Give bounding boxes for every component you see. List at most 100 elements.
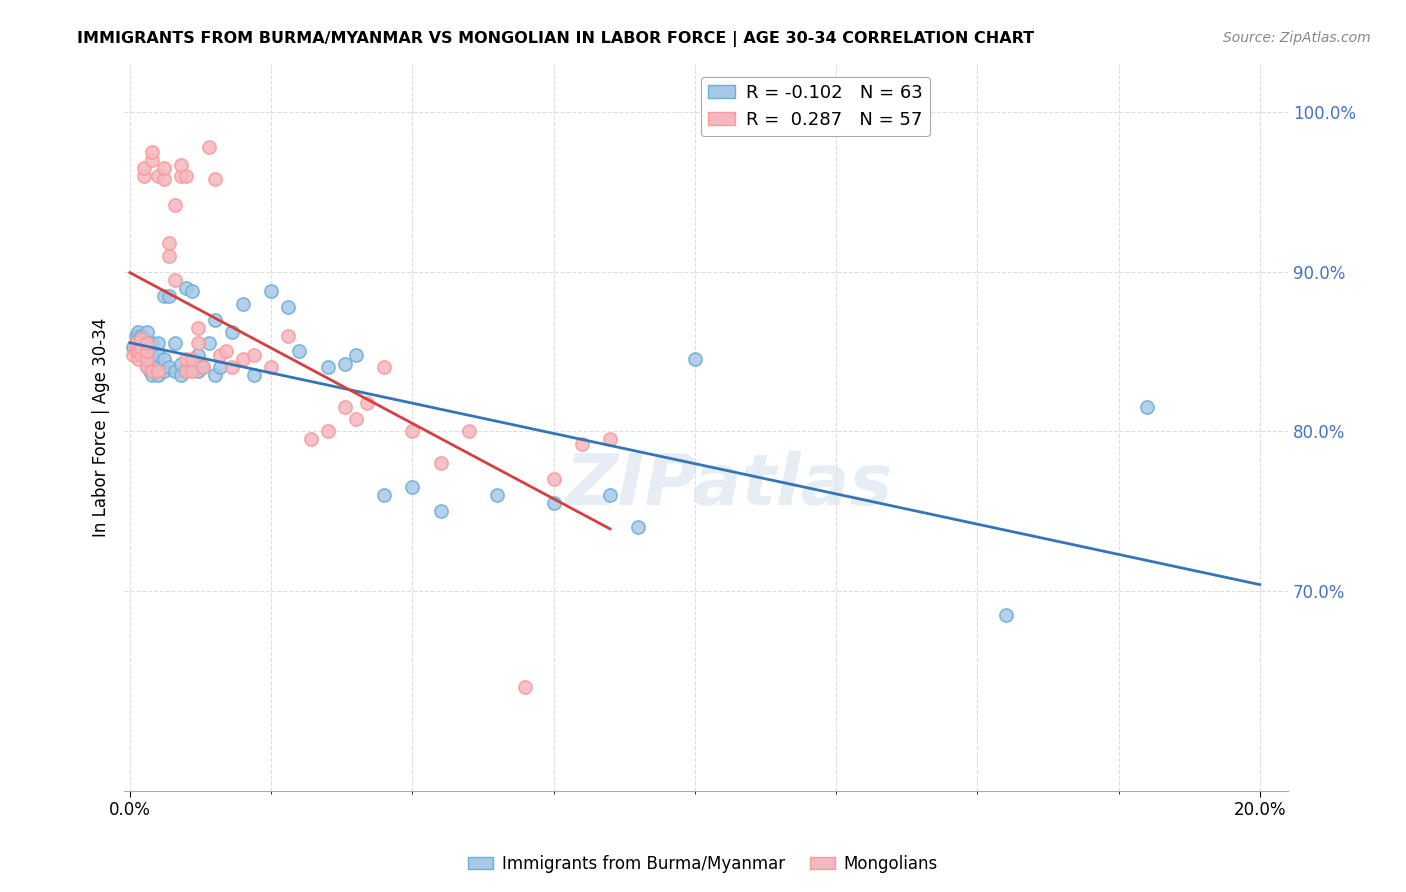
Y-axis label: In Labor Force | Age 30-34: In Labor Force | Age 30-34 <box>93 318 110 537</box>
Point <box>221 360 243 375</box>
Point <box>599 488 621 502</box>
Point <box>429 456 451 470</box>
Point <box>232 296 254 310</box>
Point <box>157 360 180 375</box>
Point <box>260 360 283 375</box>
Point <box>165 364 187 378</box>
Point <box>141 153 163 167</box>
Text: ZIPatlas: ZIPatlas <box>565 451 893 520</box>
Point <box>198 336 221 351</box>
Point <box>124 328 146 343</box>
Point <box>215 344 238 359</box>
Point <box>373 360 395 375</box>
Point <box>176 280 198 294</box>
Point <box>333 357 356 371</box>
Point <box>170 357 193 371</box>
Point <box>124 344 146 359</box>
Point <box>141 364 163 378</box>
Point <box>209 360 232 375</box>
Point <box>127 326 149 340</box>
Point <box>138 364 160 378</box>
Point <box>486 488 509 502</box>
Point <box>181 360 204 375</box>
Point <box>165 272 187 286</box>
Point <box>260 284 283 298</box>
Point <box>187 320 209 334</box>
Point <box>1136 401 1159 415</box>
Point <box>316 425 339 439</box>
Point <box>135 360 157 375</box>
Point <box>129 332 152 346</box>
Point <box>132 169 155 183</box>
Point <box>135 326 157 340</box>
Point <box>204 312 226 326</box>
Point <box>344 348 367 362</box>
Text: IMMIGRANTS FROM BURMA/MYANMAR VS MONGOLIAN IN LABOR FORCE | AGE 30-34 CORRELATIO: IMMIGRANTS FROM BURMA/MYANMAR VS MONGOLI… <box>77 31 1035 47</box>
Point <box>994 607 1017 622</box>
Point <box>146 336 169 351</box>
Point <box>176 364 198 378</box>
Point <box>401 425 423 439</box>
Point <box>135 352 157 367</box>
Point <box>152 364 174 378</box>
Point <box>356 395 378 409</box>
Point <box>176 364 198 378</box>
Point <box>135 336 157 351</box>
Point <box>515 680 537 694</box>
Point <box>243 368 266 383</box>
Point <box>141 145 163 159</box>
Point <box>165 336 187 351</box>
Point <box>187 364 209 378</box>
Point <box>209 348 232 362</box>
Point <box>129 348 152 362</box>
Point <box>129 341 152 355</box>
Point <box>141 368 163 383</box>
Legend: Immigrants from Burma/Myanmar, Mongolians: Immigrants from Burma/Myanmar, Mongolian… <box>461 848 945 880</box>
Point <box>135 336 157 351</box>
Point <box>181 352 204 367</box>
Point <box>157 249 180 263</box>
Point <box>135 344 157 359</box>
Point <box>221 326 243 340</box>
Point <box>146 368 169 383</box>
Point <box>543 496 565 510</box>
Point <box>129 328 152 343</box>
Point <box>146 169 169 183</box>
Point <box>599 432 621 446</box>
Point <box>277 300 299 314</box>
Point <box>193 360 215 375</box>
Point <box>127 352 149 367</box>
Point <box>232 352 254 367</box>
Point <box>170 368 193 383</box>
Point <box>141 348 163 362</box>
Point <box>429 504 451 518</box>
Point <box>344 411 367 425</box>
Point <box>333 401 356 415</box>
Point <box>176 169 198 183</box>
Point <box>146 357 169 371</box>
Legend: R = -0.102   N = 63, R =  0.287   N = 57: R = -0.102 N = 63, R = 0.287 N = 57 <box>700 77 929 136</box>
Point <box>627 520 650 534</box>
Point <box>146 364 169 378</box>
Point <box>401 480 423 494</box>
Point <box>457 425 479 439</box>
Point <box>146 348 169 362</box>
Point <box>127 344 149 359</box>
Point <box>157 235 180 250</box>
Point <box>141 357 163 371</box>
Point <box>543 472 565 486</box>
Point <box>243 348 266 362</box>
Point <box>138 341 160 355</box>
Point <box>132 344 155 359</box>
Point <box>135 348 157 362</box>
Point <box>170 169 193 183</box>
Point <box>204 368 226 383</box>
Point <box>157 288 180 302</box>
Point <box>198 140 221 154</box>
Point <box>152 288 174 302</box>
Point <box>193 360 215 375</box>
Point <box>165 197 187 211</box>
Point <box>187 336 209 351</box>
Point <box>170 158 193 172</box>
Point <box>204 172 226 186</box>
